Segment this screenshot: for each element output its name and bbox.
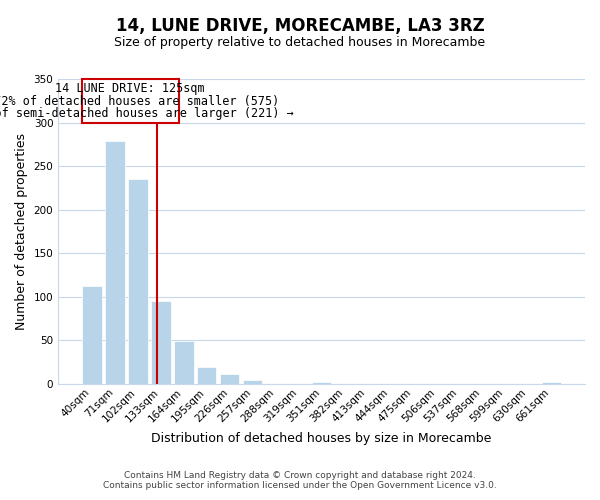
Bar xyxy=(82,286,101,384)
Text: 14, LUNE DRIVE, MORECAMBE, LA3 3RZ: 14, LUNE DRIVE, MORECAMBE, LA3 3RZ xyxy=(116,18,484,36)
Text: 28% of semi-detached houses are larger (221) →: 28% of semi-detached houses are larger (… xyxy=(0,107,294,120)
X-axis label: Distribution of detached houses by size in Morecambe: Distribution of detached houses by size … xyxy=(151,432,492,445)
Bar xyxy=(82,79,179,124)
Text: ← 72% of detached houses are smaller (575): ← 72% of detached houses are smaller (57… xyxy=(0,94,280,108)
Text: Contains HM Land Registry data © Crown copyright and database right 2024.
Contai: Contains HM Land Registry data © Crown c… xyxy=(103,470,497,490)
Bar xyxy=(312,382,331,384)
Text: Size of property relative to detached houses in Morecambe: Size of property relative to detached ho… xyxy=(115,36,485,49)
Bar xyxy=(197,368,217,384)
Bar xyxy=(128,179,148,384)
Text: 14 LUNE DRIVE: 125sqm: 14 LUNE DRIVE: 125sqm xyxy=(55,82,205,96)
Bar xyxy=(542,382,561,384)
Bar xyxy=(243,380,262,384)
Bar xyxy=(220,374,239,384)
Bar xyxy=(151,301,170,384)
Bar xyxy=(174,342,194,384)
Y-axis label: Number of detached properties: Number of detached properties xyxy=(15,133,28,330)
Bar xyxy=(105,141,125,384)
